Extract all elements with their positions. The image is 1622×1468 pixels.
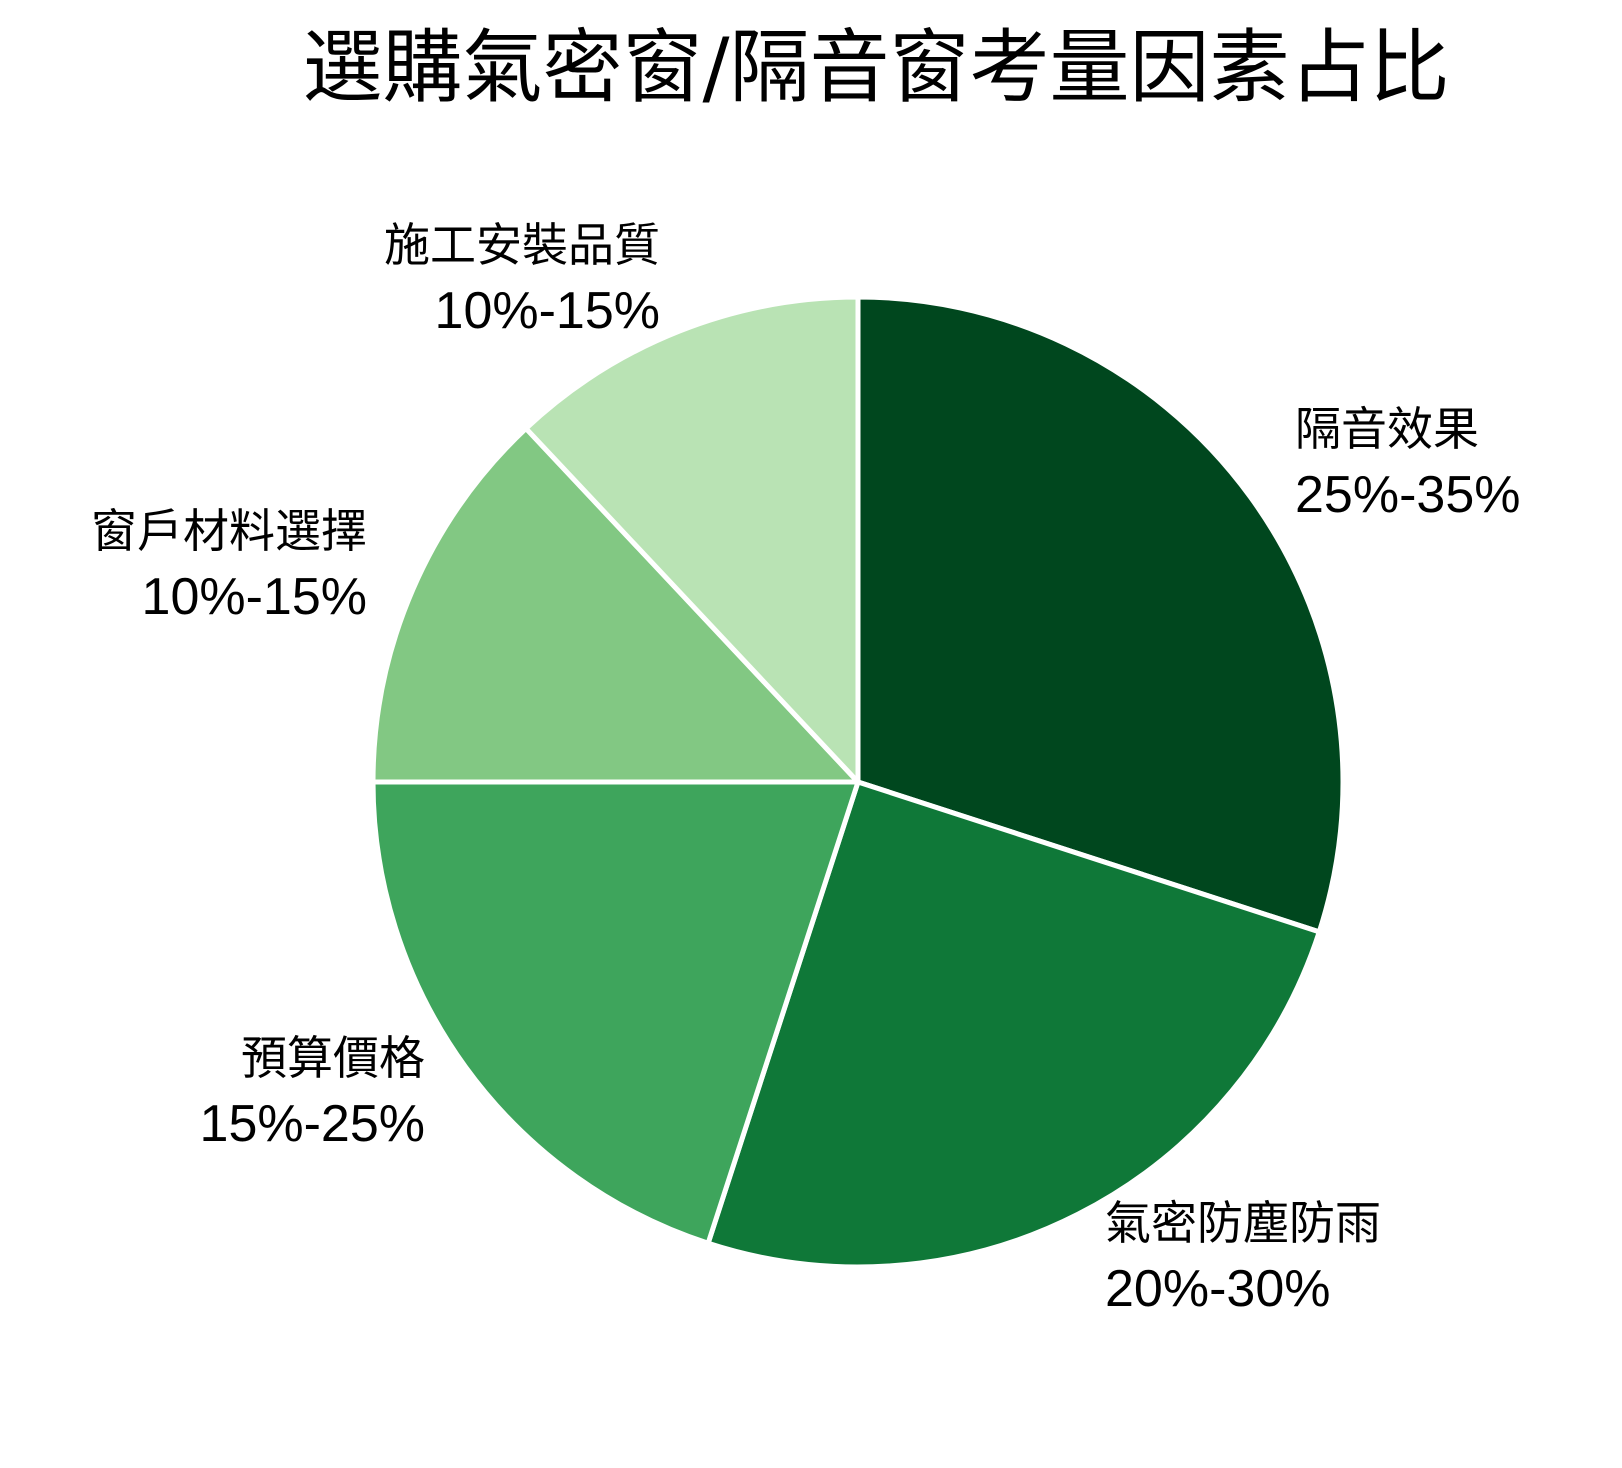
slice-name: 預算價格 [241,1031,425,1085]
slice-label-budget: 預算價格 15%-25% [200,1025,425,1157]
slice-label-material: 窗戶材料選擇 10%-15% [91,498,367,630]
slice-name: 窗戶材料選擇 [91,504,367,558]
pie-slice [855,294,1346,935]
slice-label-installation: 施工安裝品質 10%-15% [384,212,660,344]
pie-slice [705,779,1322,1270]
slice-name: 氣密防塵防雨 [1105,1196,1381,1250]
slice-label-noise-insulation: 隔音效果 25%-35% [1295,396,1520,528]
slice-range: 25%-35% [1295,466,1521,524]
slice-label-airtight: 氣密防塵防雨 20%-30% [1105,1190,1381,1322]
slice-range: 10%-15% [434,282,660,340]
pie-slice [370,779,861,1246]
slice-name: 隔音效果 [1295,402,1479,456]
chart-title: 選購氣密窗/隔音窗考量因素占比 [302,21,1450,114]
pie-slice [370,425,861,785]
slice-range: 10%-15% [141,568,367,626]
pie-slice [523,294,861,785]
slice-range: 15%-25% [199,1095,425,1153]
slice-range: 20%-30% [1105,1260,1331,1318]
slice-name: 施工安裝品質 [384,218,660,272]
